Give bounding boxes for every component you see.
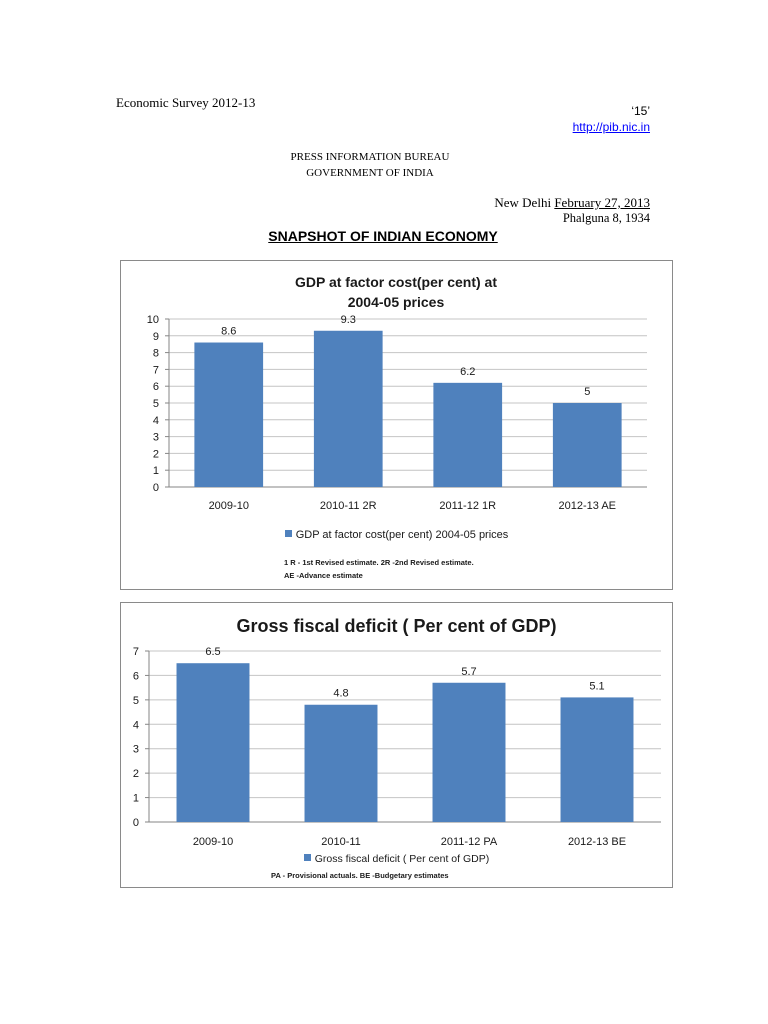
x-tick-label: 2010-11 2R: [320, 500, 377, 512]
page-heading: SNAPSHOT OF INDIAN ECONOMY: [268, 228, 498, 244]
data-label: 9.3: [341, 314, 356, 326]
y-tick-label: 2: [133, 768, 139, 780]
data-label: 4.8: [333, 688, 348, 700]
note-line: AE -Advance estimate: [284, 571, 363, 580]
legend-label: Gross fiscal deficit ( Per cent of GDP): [314, 853, 490, 865]
legend-swatch: [284, 530, 292, 537]
data-label: 5.7: [461, 666, 476, 678]
fiscal-deficit-chart-title: Gross fiscal deficit ( Per cent of GDP): [236, 616, 557, 636]
x-tick-label: 2011-12 PA: [441, 836, 498, 848]
bar-2012-13-ae: [552, 403, 622, 487]
bar-2011-12-pa: [432, 682, 506, 822]
gdp-chart-title: GDP at factor cost(per cent) at 2004-05 …: [294, 274, 497, 310]
y-tick-label: 10: [147, 314, 159, 326]
y-tick-label: 5: [133, 695, 139, 707]
x-tick-label: 2009-10: [193, 836, 233, 848]
x-tick-label: 2009-10: [209, 500, 249, 512]
gdp-chart-legend: GDP at factor cost(per cent) 2004-05 pri…: [121, 528, 672, 542]
bar-2011-12-1r: [433, 382, 503, 487]
y-tick-label: 8: [153, 348, 159, 360]
y-tick-label: 2: [153, 448, 159, 460]
bar-2012-13-be: [560, 697, 634, 822]
y-tick-label: 7: [153, 364, 159, 376]
y-tick-label: 0: [133, 817, 139, 829]
y-tick-label: 4: [153, 415, 159, 427]
y-tick-label: 6: [153, 381, 159, 393]
page-code: ‘15’: [631, 104, 650, 118]
note-line: PA - Provisional actuals. BE -Budgetary …: [271, 871, 449, 880]
dateline-date: February 27, 2013: [554, 195, 650, 210]
y-tick-label: 4: [133, 719, 139, 731]
data-label: 6.2: [460, 366, 475, 378]
x-tick-label: 2012-13 BE: [568, 836, 626, 848]
website-link[interactable]: http://pib.nic.in: [572, 120, 650, 134]
bureau-name: PRESS INFORMATION BUREAU: [290, 151, 450, 163]
y-tick-label: 3: [133, 744, 139, 756]
dateline: New Delhi February 27, 2013: [494, 195, 650, 210]
y-tick-label: 1: [153, 465, 159, 477]
data-label: 6.5: [205, 646, 220, 658]
x-tick-label: 2010-11: [321, 836, 361, 848]
y-tick-label: 0: [153, 482, 159, 494]
fiscal-deficit-chart: 0 1 2 3 4 5 6 7 6.5 2009-10 4.8 2010-11 5.7 2011-12 P…: [120, 602, 673, 888]
fiscal-deficit-chart-notes: PA - Provisional actuals. BE -Budgetary …: [271, 870, 449, 882]
gdp-chart-notes: 1 R - 1st Revised estimate. 2R -2nd Revi…: [284, 556, 474, 582]
bar-2009-10: [194, 342, 264, 487]
bar-2010-11-2r: [313, 330, 383, 487]
gdp-chart: 0 1 2 3 4 5 6 7 8 9 10 8.6 2009-10 9.3 2010-11 2R 6.2 20…: [120, 260, 673, 590]
gdp-chart-plot: 0 1 2 3 4 5 6 7 8 9 10 8.6 2009-10 9.3 2010-11 2R 6.2 20…: [147, 314, 647, 512]
note-line: 1 R - 1st Revised estimate. 2R -2nd Revi…: [284, 558, 474, 567]
bar-2010-11: [304, 704, 378, 822]
data-label: 5: [584, 386, 590, 398]
y-tick-label: 1: [133, 793, 139, 805]
legend-swatch: [303, 854, 311, 861]
legend-label: GDP at factor cost(per cent) 2004-05 pri…: [295, 529, 509, 541]
x-tick-label: 2012-13 AE: [559, 500, 617, 512]
y-tick-label: 5: [153, 398, 159, 410]
y-tick-label: 9: [153, 331, 159, 343]
y-tick-label: 7: [133, 646, 139, 658]
y-tick-label: 3: [153, 432, 159, 444]
saka-date: Phalguna 8, 1934: [562, 211, 650, 225]
data-label: 5.1: [589, 680, 604, 692]
x-tick-label: 2011-12 1R: [439, 500, 496, 512]
dateline-place: New Delhi: [494, 195, 552, 210]
government-name: GOVERNMENT OF INDIA: [306, 167, 434, 179]
data-label: 8.6: [221, 326, 236, 338]
y-tick-label: 6: [133, 670, 139, 682]
fiscal-deficit-chart-legend: Gross fiscal deficit ( Per cent of GDP): [121, 852, 672, 866]
fiscal-deficit-chart-plot: 0 1 2 3 4 5 6 7 6.5 2009-10 4.8 2010-11 5.7 2011-12 P…: [133, 646, 661, 848]
bar-2009-10: [176, 663, 250, 822]
publication-title: Economic Survey 2012-13: [116, 95, 256, 110]
